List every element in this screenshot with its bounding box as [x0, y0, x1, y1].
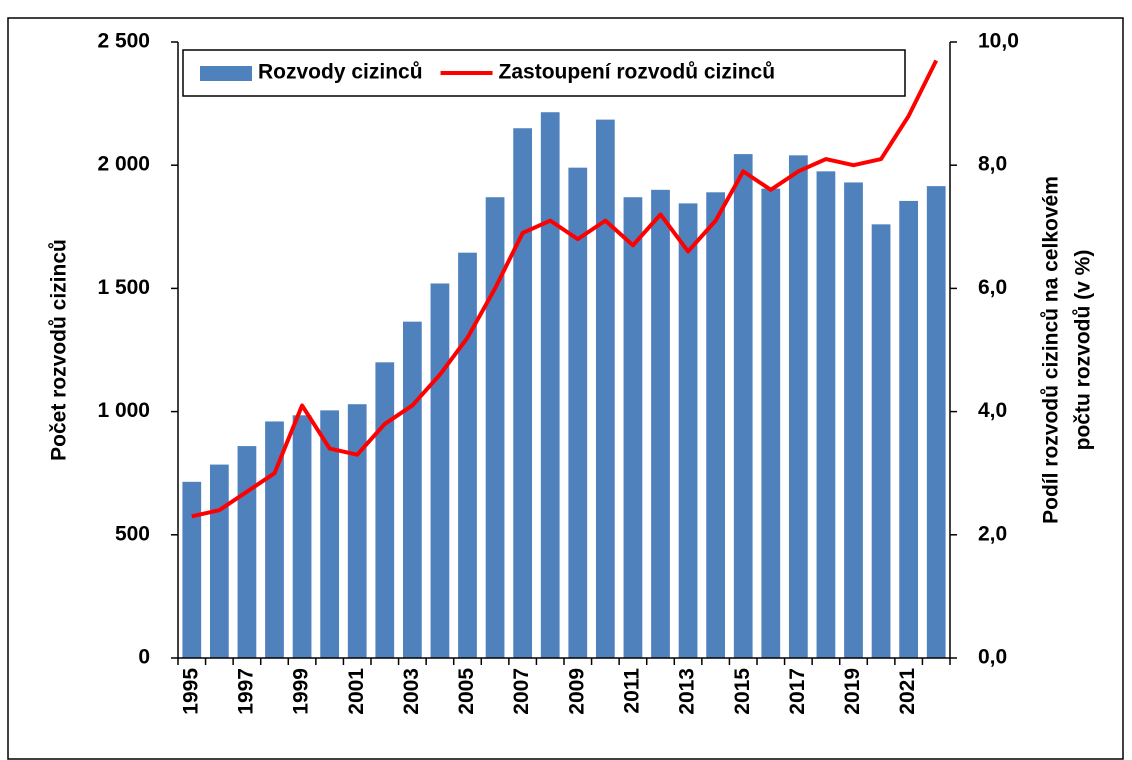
x-tick-label: 1995	[179, 668, 202, 715]
bar	[430, 283, 450, 658]
x-tick-label: 2001	[345, 668, 368, 715]
bar	[788, 155, 808, 658]
y2-tick-label: 2,0	[978, 522, 1007, 545]
bar	[540, 112, 560, 658]
y2-tick-label: 6,0	[978, 276, 1007, 299]
bar	[678, 203, 698, 658]
bar	[623, 197, 643, 658]
bar	[733, 154, 753, 658]
y-tick-label: 500	[115, 522, 150, 545]
x-tick-label: 2007	[510, 668, 533, 715]
y2-axis-label: počtu rozvodů (v %)	[1072, 250, 1095, 451]
y-axis-label: Počet rozvodů cizinců	[48, 239, 71, 461]
bar	[595, 119, 615, 659]
bar	[458, 252, 477, 658]
bar	[292, 415, 312, 658]
bar	[871, 224, 891, 658]
y-tick-label: 1 500	[97, 276, 150, 299]
y-tick-label: 2 000	[97, 153, 150, 176]
bar	[844, 182, 863, 658]
bar	[182, 481, 202, 658]
bar	[347, 404, 367, 658]
x-tick-label: 1999	[290, 668, 313, 715]
bar	[926, 186, 946, 659]
frame	[7, 17, 1124, 760]
x-tick-label: 2015	[731, 668, 754, 715]
y-tick-label: 2 500	[97, 30, 150, 53]
x-tick-label: 2009	[565, 668, 588, 715]
bar	[568, 167, 588, 658]
y-tick-label: 0	[138, 646, 150, 669]
y2-axis-label: Podíl rozvodů cizinců na celkovém	[1040, 176, 1063, 524]
x-tick-label: 1997	[234, 668, 257, 715]
legend-box	[182, 49, 906, 97]
bar	[816, 171, 836, 659]
x-tick-label: 2013	[676, 668, 699, 715]
bar	[209, 464, 229, 658]
x-tick-label: 2003	[400, 668, 423, 715]
y2-tick-label: 0,0	[978, 646, 1007, 669]
x-tick-label: 2021	[896, 668, 919, 715]
bar	[651, 189, 670, 658]
x-tick-label: 2019	[841, 668, 864, 715]
y2-tick-label: 4,0	[978, 399, 1007, 422]
y2-tick-label: 8,0	[978, 153, 1007, 176]
x-tick-label: 2005	[455, 668, 478, 715]
bar	[320, 410, 340, 658]
x-tick-label: 2017	[786, 668, 809, 715]
bar	[761, 188, 781, 658]
y2-tick-label: 10,0	[978, 30, 1019, 53]
bar	[402, 321, 422, 658]
legend-label: Zastoupení rozvodů cizinců	[499, 61, 776, 84]
y-tick-label: 1 000	[97, 399, 150, 422]
bar	[375, 362, 395, 658]
bar	[485, 197, 505, 658]
bar	[513, 128, 533, 659]
legend-swatch	[200, 66, 252, 81]
bar	[237, 446, 257, 658]
bar	[265, 421, 284, 658]
x-tick-label: 2011	[620, 668, 643, 714]
line	[191, 59, 939, 519]
legend-label: Rozvody cizinců	[258, 61, 423, 84]
bar	[899, 200, 919, 659]
bar	[706, 192, 726, 658]
